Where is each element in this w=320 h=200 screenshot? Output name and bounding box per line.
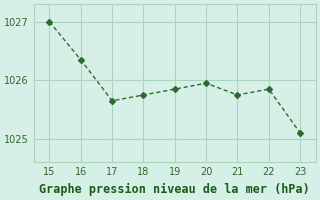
X-axis label: Graphe pression niveau de la mer (hPa): Graphe pression niveau de la mer (hPa) bbox=[39, 183, 310, 196]
